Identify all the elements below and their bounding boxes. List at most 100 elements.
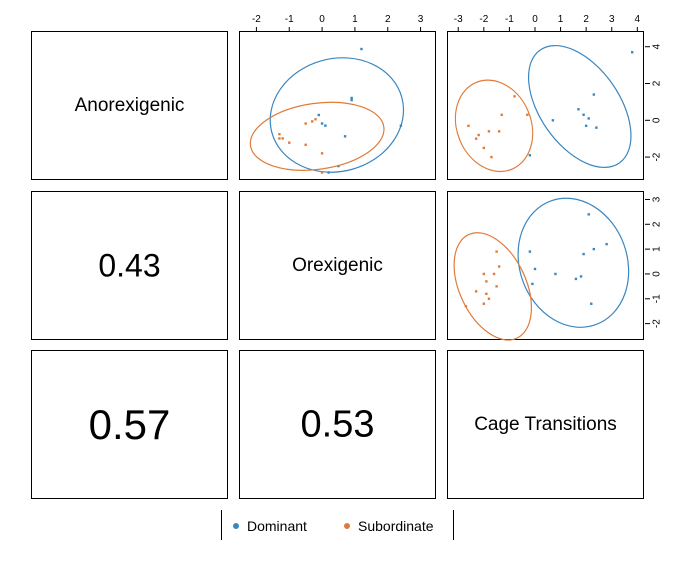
y-tick-label: -2 <box>652 152 663 161</box>
plot-area <box>453 197 630 341</box>
point-subordinate <box>526 113 529 116</box>
point-subordinate <box>485 280 488 283</box>
corr-panel-orexigenic-cage: 0.53 <box>239 350 436 499</box>
point-subordinate <box>492 272 496 276</box>
point-dominant <box>577 108 580 111</box>
x-tick-label: -1 <box>505 14 514 25</box>
point-dominant <box>360 47 363 51</box>
correlation-value: 0.57 <box>88 400 171 448</box>
x-tick-label: -2 <box>479 14 488 25</box>
legend: Dominant Subordinate <box>221 510 454 540</box>
y-tick-label: 3 <box>652 196 663 202</box>
y-tick-label: -1 <box>652 294 663 303</box>
y-tick-label: 0 <box>652 271 663 277</box>
diag-panel-anorexigenic: Anorexigenic <box>31 31 228 180</box>
point-subordinate <box>304 122 307 125</box>
point-dominant <box>631 51 634 54</box>
legend-item-dominant: Dominant <box>233 518 307 534</box>
y-tick-label: 2 <box>652 80 663 86</box>
x-tick-label: 2 <box>385 14 391 25</box>
ellipse-subordinate <box>454 79 534 173</box>
variable-label-anorexigenic: Anorexigenic <box>74 94 185 116</box>
point-subordinate <box>278 137 281 140</box>
point-dominant <box>590 302 593 305</box>
ellipse-subordinate <box>249 101 385 171</box>
point-subordinate <box>320 171 324 174</box>
point-subordinate <box>485 292 488 296</box>
diag-panel-cage-transitions: Cage Transitions <box>447 350 644 499</box>
point-subordinate <box>464 305 468 308</box>
point-subordinate <box>474 137 478 140</box>
point-subordinate <box>497 130 501 133</box>
legend-left-border <box>221 510 222 540</box>
point-dominant <box>605 242 608 246</box>
point-dominant <box>350 96 353 100</box>
point-subordinate <box>495 250 498 253</box>
point-dominant <box>528 154 532 157</box>
point-dominant <box>317 113 320 117</box>
point-subordinate <box>495 285 498 288</box>
correlation-value: 0.53 <box>300 403 375 445</box>
ellipse-subordinate <box>453 232 532 341</box>
point-subordinate <box>482 272 486 276</box>
y-tick-label: 1 <box>652 246 663 252</box>
point-dominant <box>324 124 327 127</box>
y-tick-label: -2 <box>652 319 663 328</box>
x-tick-label: 0 <box>319 14 325 25</box>
point-dominant <box>533 267 537 271</box>
plot-area <box>249 47 405 174</box>
x-tick-label: 3 <box>418 14 424 25</box>
point-dominant <box>554 272 557 276</box>
point-subordinate <box>281 137 284 140</box>
y-tick-label: 2 <box>652 221 663 227</box>
point-subordinate <box>513 95 516 98</box>
scatter-plot-cage-vs-anorexigenic: -3 -2 -1 0 1 2 3 4 -2 0 2 4 <box>454 14 663 173</box>
point-dominant <box>579 275 583 278</box>
x-tick-label: 1 <box>352 14 358 25</box>
ellipse-dominant <box>269 57 405 173</box>
legend-label-dominant: Dominant <box>247 518 307 534</box>
point-dominant <box>592 247 596 251</box>
point-dominant <box>528 250 532 253</box>
variable-label-orexigenic: Orexigenic <box>292 254 383 276</box>
point-subordinate <box>487 297 491 300</box>
legend-item-subordinate: Subordinate <box>344 518 434 534</box>
scatter-plot-orexigenic-vs-anorexigenic: -2 -1 0 1 2 3 <box>249 14 424 174</box>
x-tick-label: 1 <box>558 14 564 25</box>
point-subordinate <box>497 265 501 268</box>
point-subordinate <box>288 141 291 144</box>
legend-right-border <box>453 510 454 540</box>
point-subordinate <box>311 120 314 123</box>
legend-label-subordinate: Subordinate <box>358 518 434 534</box>
scatter-panel-cage-vs-orexigenic: -2 -1 0 1 2 3 <box>447 191 663 341</box>
point-subordinate <box>474 290 478 293</box>
ellipse-dominant <box>517 197 630 328</box>
y-tick-label: 0 <box>652 117 663 123</box>
point-subordinate <box>490 155 493 159</box>
point-dominant <box>531 282 534 286</box>
x-tick-label: 2 <box>583 14 589 25</box>
point-subordinate <box>314 118 317 121</box>
point-dominant <box>595 126 598 129</box>
corr-panel-anorexigenic-orexigenic: 0.43 <box>31 191 228 340</box>
point-subordinate <box>482 302 486 305</box>
point-dominant <box>592 93 596 96</box>
correlation-value: 0.43 <box>98 247 161 283</box>
scatter-panel-cage-vs-anorexigenic: -3 -2 -1 0 1 2 3 4 -2 0 2 4 <box>447 14 663 180</box>
legend-marker-dominant <box>233 523 239 529</box>
variable-label-cage-transitions: Cage Transitions <box>474 413 617 435</box>
point-dominant <box>350 98 353 102</box>
x-tick-label: -3 <box>454 14 463 25</box>
ellipse-dominant <box>527 44 632 169</box>
legend-marker-subordinate <box>344 523 350 529</box>
plot-area <box>454 44 634 173</box>
point-dominant <box>587 117 590 120</box>
y-tick-label: 4 <box>652 43 663 49</box>
point-subordinate <box>304 143 307 147</box>
x-tick-label: 4 <box>635 14 641 25</box>
point-dominant <box>587 213 590 216</box>
point-subordinate <box>467 124 470 128</box>
corr-panel-anorexigenic-cage: 0.57 <box>31 350 228 499</box>
point-subordinate <box>487 130 491 133</box>
point-dominant <box>584 124 588 128</box>
